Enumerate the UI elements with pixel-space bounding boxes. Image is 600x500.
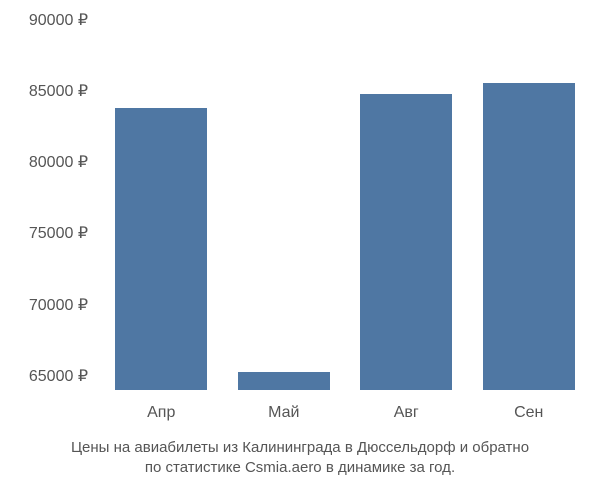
plot-area <box>100 20 590 390</box>
y-tick-label: 80000 ₽ <box>0 152 88 172</box>
x-tick-label: Апр <box>147 404 175 422</box>
price-chart: 65000 ₽ 70000 ₽ 75000 ₽ 80000 ₽ 85000 ₽ 90000… <box>0 0 600 500</box>
y-tick-label: 90000 ₽ <box>0 10 88 30</box>
bar <box>238 372 330 391</box>
chart-caption: Цены на авиабилеты из Калининграда в Дюс… <box>0 438 600 478</box>
caption-line: по статистике Csmia.aero в динамике за г… <box>0 458 600 478</box>
caption-line: Цены на авиабилеты из Калининграда в Дюс… <box>0 438 600 458</box>
bar <box>360 94 452 390</box>
y-tick-label: 65000 ₽ <box>0 366 88 386</box>
y-tick-label: 70000 ₽ <box>0 295 88 315</box>
x-tick-label: Сен <box>514 404 543 422</box>
y-tick-label: 85000 ₽ <box>0 81 88 101</box>
x-tick-label: Авг <box>394 404 419 422</box>
x-tick-label: Май <box>268 404 299 422</box>
y-tick-label: 75000 ₽ <box>0 223 88 243</box>
bar <box>115 108 207 390</box>
bar <box>483 83 575 390</box>
